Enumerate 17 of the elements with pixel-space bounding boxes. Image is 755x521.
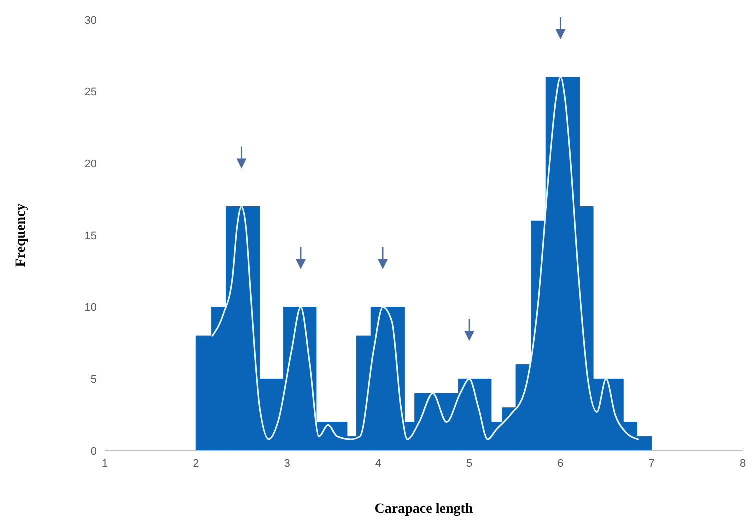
y-axis-title: Frequency: [14, 204, 29, 268]
x-tick-label: 3: [284, 458, 290, 470]
x-tick-label: 8: [740, 458, 746, 470]
x-tick-label: 6: [558, 458, 564, 470]
x-tick-label: 4: [375, 458, 382, 470]
y-tick-label: 25: [84, 86, 97, 99]
x-axis-title: Carapace length: [374, 502, 474, 517]
x-tick-label: 7: [648, 458, 655, 470]
y-tick-label: 0: [90, 446, 97, 458]
y-tick-label: 5: [90, 374, 97, 386]
y-tick-label: 20: [84, 158, 97, 171]
y-tick-label: 30: [84, 14, 97, 27]
x-tick-label: 2: [193, 458, 200, 470]
y-tick-label: 10: [84, 302, 97, 314]
x-tick-label: 1: [102, 458, 108, 470]
y-tick-label: 15: [84, 230, 97, 242]
x-tick-label: 5: [466, 458, 473, 470]
